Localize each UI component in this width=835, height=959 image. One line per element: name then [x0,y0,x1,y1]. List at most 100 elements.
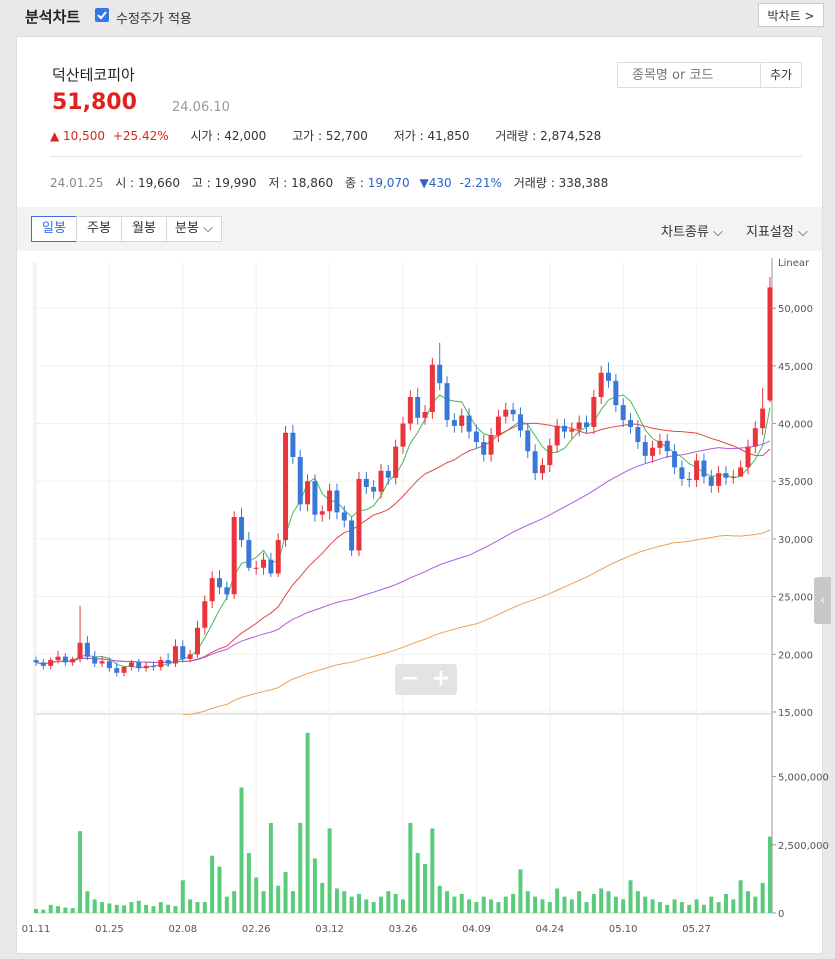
x-tick-label: 04.24 [535,924,564,935]
candle-body [187,654,193,659]
candle-body [495,416,501,436]
candle-body [194,627,200,655]
volume-bar [467,899,472,913]
hover-volume: 338,388 [558,176,609,190]
volume-bar [342,891,347,913]
volume-bar [188,899,193,913]
volume-bar [672,899,677,913]
candle-body [760,408,766,429]
zoom-in-button[interactable]: + [431,666,451,691]
volume-bar [217,866,222,913]
tab-weekly[interactable]: 주봉 [76,216,122,242]
volume-bar [393,893,398,913]
candle-body [400,423,406,447]
volume-bar [679,902,684,913]
candle-body [598,372,604,397]
hover-close: 19,070 [367,176,410,190]
candle-body [686,478,692,481]
candle-body [70,658,76,663]
candle-body [40,662,46,666]
side-panel-handle[interactable]: ‹ [814,577,831,624]
volume-bar [254,877,259,913]
volume-bar [195,902,200,913]
y-tick-label: 35,000 [778,477,813,488]
zoom-control: − + [395,664,457,695]
volume-bar [635,891,640,913]
candle-body [209,578,215,602]
divider [50,156,802,157]
candle-body [356,478,362,551]
candle-body [539,465,545,474]
volume-bar [261,891,266,913]
adjusted-price-checkbox[interactable] [95,8,109,22]
volume-bar [452,896,457,913]
high-value: 52,700 [325,129,368,143]
candle-body [466,415,472,432]
candle-body [55,656,61,661]
tab-monthly[interactable]: 월봉 [121,216,167,242]
candle-body [613,380,619,406]
candle-body [136,662,142,669]
candle-body [224,587,230,595]
volume-bar [129,902,134,913]
indicator-settings-menu[interactable]: 지표설정 ⌵ [746,225,808,240]
candle-body [561,425,567,432]
volume-bar [731,899,736,913]
candle-body [319,511,325,515]
volume-bar [496,902,501,913]
candle-body [591,397,597,427]
price-date: 24.06.10 [172,100,230,115]
volume-bar [371,902,376,913]
zoom-out-button[interactable]: − [400,666,420,691]
open-label: 시가 : [190,129,221,143]
volume-bar [760,882,765,913]
volume-bar [665,904,670,913]
x-tick-label: 04.09 [462,924,491,935]
candle-body [547,445,553,466]
candle-body [569,429,575,432]
stock-search-input[interactable] [617,62,761,88]
volume-bar [628,880,633,913]
hover-volume-label: 거래량 : [513,176,555,190]
adjusted-price-label[interactable]: 수정주가 적용 [116,12,192,27]
candle-body [481,442,487,455]
add-button[interactable]: 추가 [760,62,802,88]
candle-body [657,440,663,448]
candle-body [231,517,237,595]
volume-bar [540,899,545,913]
candle-body [723,473,729,478]
candle-body [767,287,773,401]
volume-bar [569,899,574,913]
volume-bar [459,893,464,913]
current-price: 51,800 [52,90,137,115]
volume-bar [547,902,552,913]
hover-open-label: 시 : [115,176,135,190]
candle-body [503,409,509,417]
volume-bar [599,888,604,913]
candle-body [385,470,391,478]
volume-bar [518,869,523,913]
x-tick-label: 03.26 [389,924,418,935]
candle-body [158,660,164,667]
candle-body [371,487,377,492]
candle-body [407,397,413,424]
candle-body [92,656,98,664]
tab-minute[interactable]: 분봉 ⌵ [166,216,222,242]
candle-body [606,372,612,381]
candle-body [77,642,83,659]
candle-body [650,447,656,456]
y-tick-label: 20,000 [778,650,813,661]
big-chart-button[interactable]: 박차트 > [758,3,824,27]
volume-tick-label: 2,500,000 [778,841,829,852]
volume-bar [63,907,68,913]
candle-body [327,490,333,512]
x-tick-label: 02.26 [242,924,271,935]
volume-bar [643,896,648,913]
candle-body [437,364,443,384]
candle-body [128,662,134,667]
candle-body [672,451,678,468]
volume-bar [298,822,303,913]
volume-bar [606,891,611,913]
chart-type-menu[interactable]: 차트종류 ⌵ [661,225,723,240]
